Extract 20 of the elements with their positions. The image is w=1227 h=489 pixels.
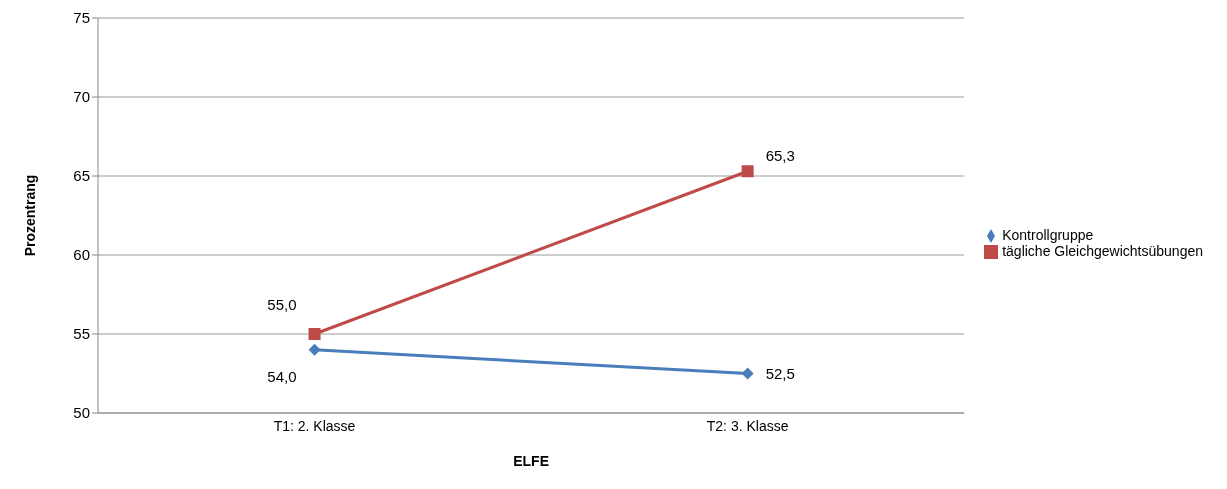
y-axis-title: Prozentrang [21,174,38,257]
point [308,343,321,356]
data-label: 52,5 [765,364,795,382]
y-tick-label: 65 [73,167,90,185]
x-axis-title: ELFE [513,453,549,469]
data-label: 54,0 [267,367,297,385]
point [308,328,321,340]
legend-label: tägliche Gleichgewichtsübungen [1002,243,1203,259]
x-tick-label: T1: 2. Klasse [273,417,356,434]
y-tick-label: 70 [73,88,90,106]
data-label: 55,0 [267,296,297,313]
point [741,367,754,380]
y-tick-label: 60 [73,246,90,264]
point [741,165,754,178]
data-label: 65,3 [765,147,795,165]
y-tick-label: 75 [73,9,90,27]
y-tick-label: 55 [73,325,90,343]
x-tick-label: T2: 3. Klasse [706,417,789,434]
y-tick-label: 50 [73,404,90,422]
legend-label: Kontrollgruppe [1002,226,1094,243]
